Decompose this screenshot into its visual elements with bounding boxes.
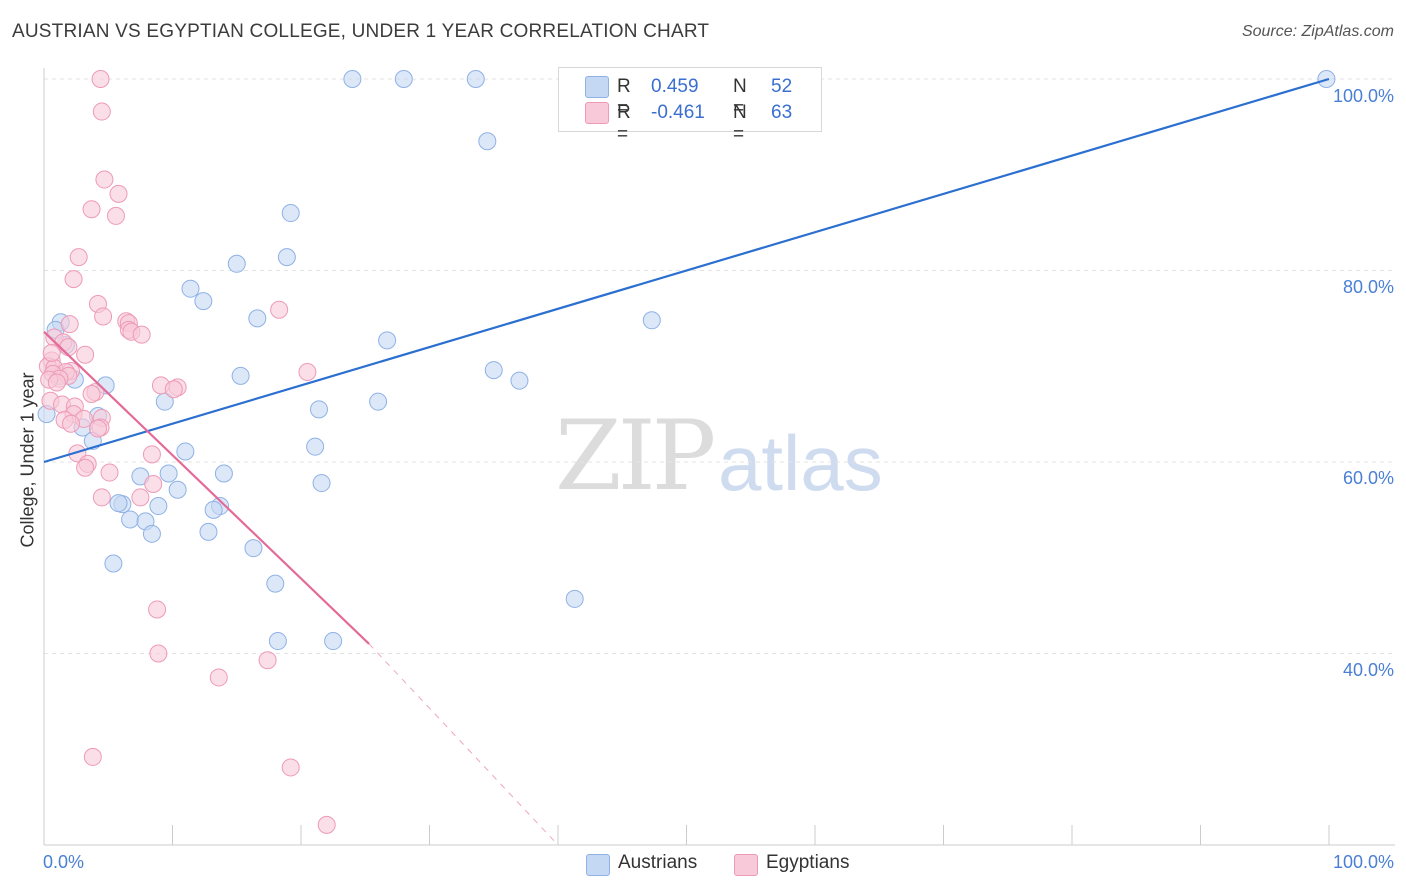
- austrians-swatch: [585, 76, 609, 98]
- egyptian-point: [317, 815, 336, 834]
- legend-label-austrians: Austrians: [618, 852, 698, 873]
- egyptian-point: [109, 184, 128, 203]
- egyptian-point: [91, 70, 110, 88]
- egyptians-swatch: [734, 854, 758, 876]
- austrians-n-value: 52: [771, 76, 793, 97]
- egyptian-point: [60, 315, 79, 334]
- egyptian-point: [209, 668, 228, 687]
- egyptian-point: [131, 488, 150, 507]
- egyptian-point: [281, 758, 300, 777]
- y-tick-label: 100.0%: [1332, 86, 1394, 106]
- x-tick-label: 100.0%: [1332, 852, 1394, 872]
- austrian-point: [214, 464, 233, 483]
- y-tick-label: 40.0%: [1342, 660, 1394, 680]
- austrian-point: [176, 442, 195, 461]
- egyptian-point: [69, 248, 88, 267]
- austrian-point: [244, 539, 263, 558]
- egyptian-point: [92, 102, 111, 121]
- austrian-point: [306, 437, 325, 456]
- austrian-point: [194, 292, 213, 311]
- legend-r-label: R =: [617, 102, 631, 145]
- egyptians-trend-extension: [368, 643, 559, 846]
- austrian-point: [142, 524, 161, 543]
- austrian-point: [324, 632, 343, 651]
- watermark-zip: ZIP: [555, 400, 716, 512]
- legend-n-label: N =: [733, 76, 747, 119]
- egyptians-trend-line: [43, 330, 370, 645]
- egyptians-r-value: -0.461: [651, 102, 705, 123]
- egyptian-point: [95, 170, 114, 189]
- egyptian-point: [76, 458, 95, 477]
- austrian-point: [466, 70, 485, 88]
- austrian-point: [266, 574, 285, 593]
- legend-r-label: R =: [617, 76, 631, 119]
- y-axis-label: College, Under 1 year: [17, 372, 38, 548]
- egyptians-n-value: 63: [771, 102, 793, 123]
- egyptian-point: [92, 488, 111, 507]
- y-tick-label: 60.0%: [1342, 468, 1394, 488]
- x-tick-label: 0.0%: [43, 852, 85, 872]
- austrian-point: [268, 632, 287, 651]
- austrian-point: [204, 500, 223, 519]
- austrian-point: [484, 361, 503, 380]
- egyptian-point: [47, 373, 66, 392]
- egyptian-point: [142, 445, 161, 464]
- austrian-point: [565, 589, 584, 608]
- austrians-r-value: 0.459: [651, 76, 699, 97]
- egyptian-point: [94, 307, 113, 326]
- austrian-point: [369, 392, 388, 411]
- austrian-point: [168, 480, 187, 499]
- austrian-point: [312, 474, 331, 493]
- austrians-trend-line: [43, 77, 1330, 464]
- legend-n-label: N =: [733, 102, 747, 145]
- egyptian-point: [61, 414, 80, 433]
- correlation-legend: R = 0.459 N = 52 R = -0.461 N = 63: [558, 67, 822, 145]
- austrian-point: [227, 254, 246, 273]
- austrian-point: [109, 494, 128, 513]
- egyptian-point: [64, 270, 83, 289]
- austrian-point: [281, 204, 300, 223]
- egyptian-point: [270, 300, 289, 319]
- egyptian-point: [82, 200, 101, 219]
- austrian-point: [199, 522, 218, 541]
- austrian-point: [121, 510, 140, 529]
- egyptian-point: [148, 600, 167, 619]
- austrian-point: [181, 279, 200, 298]
- egyptians-swatch: [585, 102, 609, 124]
- egyptian-point: [82, 385, 101, 404]
- egyptian-point: [42, 343, 61, 362]
- austrian-point: [478, 132, 497, 151]
- egyptian-point: [83, 747, 102, 766]
- austrian-point: [248, 309, 267, 328]
- austrian-point: [510, 371, 529, 390]
- austrians-swatch: [586, 854, 610, 876]
- egyptian-point: [88, 419, 107, 438]
- austrian-point: [159, 464, 178, 483]
- egyptian-point: [144, 475, 163, 494]
- austrian-point: [104, 554, 123, 573]
- watermark-atlas: atlas: [718, 419, 883, 507]
- egyptian-point: [59, 338, 78, 357]
- austrian-point: [378, 331, 397, 350]
- egyptian-point: [164, 380, 183, 399]
- austrian-point: [309, 400, 328, 419]
- austrian-point: [277, 248, 296, 267]
- egyptian-point: [298, 362, 317, 381]
- austrian-point: [394, 70, 413, 88]
- egyptian-point: [149, 644, 168, 663]
- egyptian-point: [132, 325, 151, 344]
- egyptian-point: [100, 463, 119, 482]
- source-label: Source: ZipAtlas.com: [1241, 23, 1394, 40]
- austrian-point: [149, 497, 168, 516]
- y-tick-label: 80.0%: [1342, 277, 1394, 297]
- austrian-point: [642, 311, 661, 330]
- chart-title: AUSTRIAN VS EGYPTIAN COLLEGE, UNDER 1 YE…: [12, 21, 710, 42]
- egyptian-point: [258, 651, 277, 670]
- austrian-point: [343, 70, 362, 88]
- legend-label-egyptians: Egyptians: [766, 852, 850, 873]
- egyptian-point: [106, 206, 125, 225]
- egyptian-point: [76, 345, 95, 364]
- austrian-point: [231, 366, 250, 385]
